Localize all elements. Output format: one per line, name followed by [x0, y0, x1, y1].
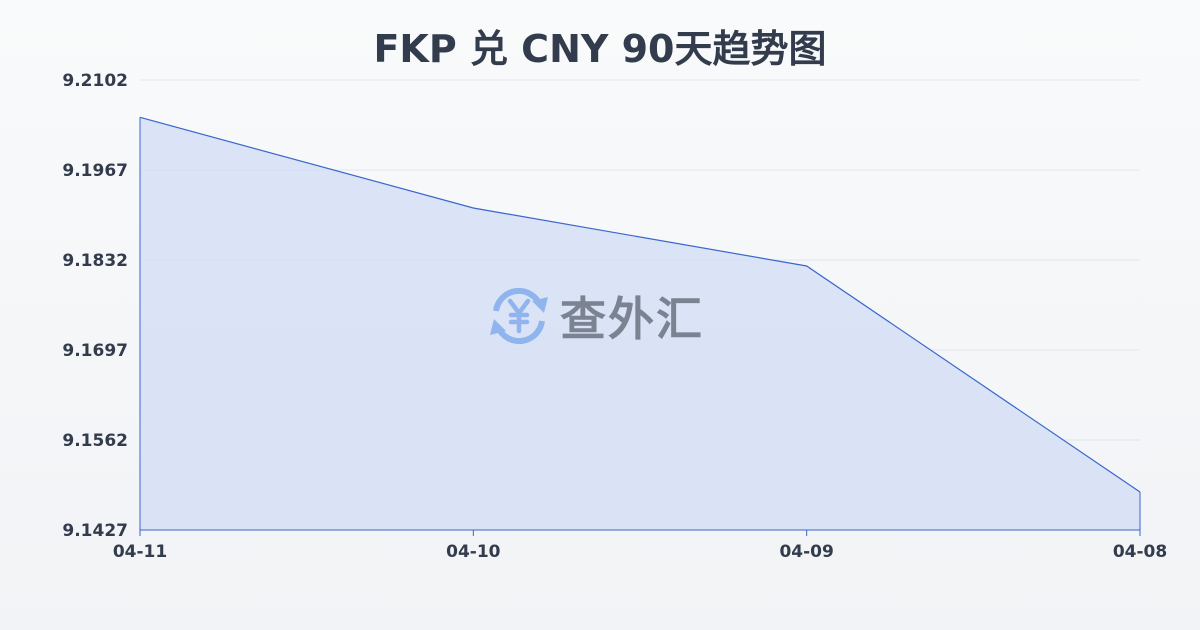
yuan-exchange-icon	[490, 287, 548, 345]
x-tick-label: 04-08	[1113, 542, 1167, 562]
chart-title: FKP 兑 CNY 90天趋势图	[373, 27, 827, 71]
y-tick-label: 9.1967	[62, 161, 128, 181]
series-line	[139, 116, 1141, 493]
watermark: 查外汇	[488, 283, 704, 349]
y-tick-label: 9.1562	[62, 431, 128, 451]
y-tick-label: 9.2102	[62, 71, 128, 91]
y-tick-label: 9.1697	[62, 341, 128, 361]
x-tick-label: 04-09	[779, 542, 833, 562]
area-fill	[140, 117, 1140, 530]
y-tick-label: 9.1427	[62, 521, 128, 541]
watermark-text: 查外汇	[560, 292, 704, 346]
x-tick-label: 04-10	[446, 542, 501, 562]
y-tick-label: 9.1832	[62, 251, 128, 271]
x-tick-label: 04-11	[113, 542, 167, 562]
